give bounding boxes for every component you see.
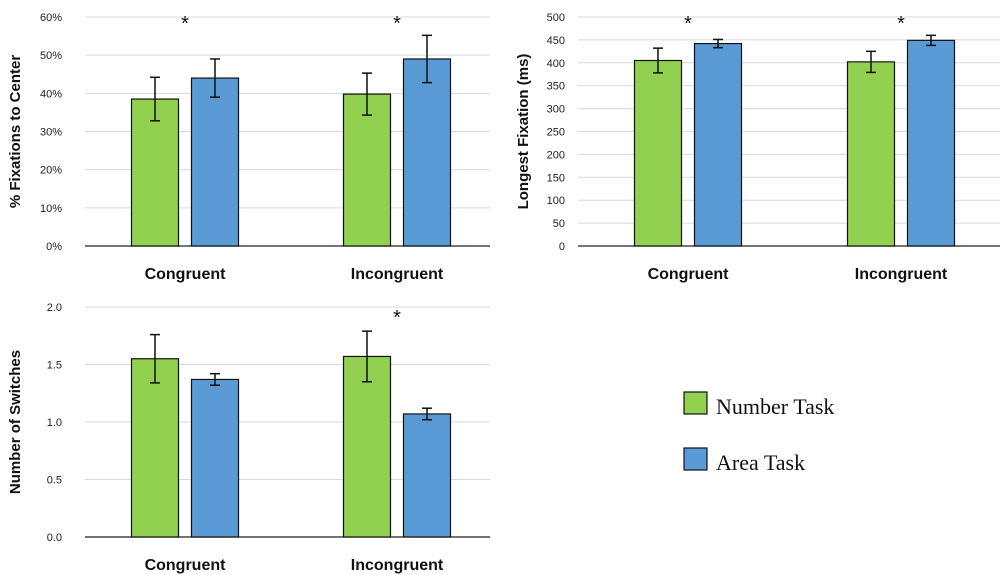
bar [402, 413, 452, 538]
legend: Number Task Area Task [683, 391, 834, 475]
y-tick-label: 300 [547, 104, 565, 116]
x-category-label: Congruent [145, 557, 227, 574]
y-tick-label: 200 [547, 149, 565, 161]
bar [130, 98, 180, 247]
bar [190, 77, 240, 247]
bar [342, 93, 392, 247]
y-tick-label: 30% [40, 127, 62, 139]
x-category-label: Incongruent [855, 266, 948, 283]
x-category-label: Incongruent [351, 557, 444, 574]
y-tick-label: 0% [46, 241, 62, 253]
y-tick-label: 60% [40, 12, 62, 24]
y-tick-label: 400 [547, 58, 565, 70]
y-tick-label: 500 [547, 12, 565, 24]
y-tick-label: 100 [547, 195, 565, 207]
significance-star: * [897, 13, 905, 35]
y-tick-label: 50 [553, 218, 565, 230]
y-axis-label: Longest Fixation (ms) [515, 54, 532, 210]
bar [633, 59, 683, 247]
bar [693, 42, 743, 247]
y-tick-label: 10% [40, 203, 62, 215]
y-tick-label: 150 [547, 172, 565, 184]
y-tick-label: 50% [40, 50, 62, 62]
y-tick-label: 1.5 [47, 360, 62, 372]
y-tick-label: 0.5 [47, 475, 62, 487]
y-tick-label: 350 [547, 81, 565, 93]
chart-1: 0% 10% 20% 30% 40% 50% 60% % Fixations to Cente… [7, 12, 490, 283]
significance-star: * [393, 307, 401, 329]
bar [342, 355, 392, 538]
y-axis-label: % Fixations to Center [7, 55, 24, 209]
y-tick-label: 20% [40, 165, 62, 177]
significance-star: * [393, 13, 401, 35]
significance-star: * [181, 13, 189, 35]
x-category-label: Incongruent [351, 266, 444, 283]
y-tick-label: 1.0 [47, 417, 62, 429]
bar [846, 61, 896, 247]
chart-2: 0 50 100 150 200 250 300 350 400 450 500 Longest Fi… [515, 12, 1000, 283]
legend-label: Number Task [716, 394, 834, 419]
y-tick-label: 450 [547, 35, 565, 47]
x-category-label: Congruent [648, 266, 730, 283]
bar [906, 39, 956, 247]
bar [190, 378, 240, 538]
significance-star: * [684, 13, 692, 35]
x-category-label: Congruent [145, 266, 227, 283]
y-tick-label: 250 [547, 127, 565, 139]
legend-label: Area Task [716, 450, 805, 475]
y-tick-label: 40% [40, 88, 62, 100]
y-tick-label: 2.0 [47, 302, 62, 314]
legend-swatch [683, 391, 708, 415]
y-axis-label: Number of Switches [7, 350, 24, 494]
bar [130, 358, 180, 538]
y-tick-label: 0 [559, 241, 565, 253]
y-tick-label: 0.0 [47, 532, 62, 544]
legend-swatch [683, 447, 708, 471]
chart-3: 0.0 0.5 1.0 1.5 2.0 Number of Switches Congrue… [7, 302, 490, 574]
bar [402, 58, 452, 247]
